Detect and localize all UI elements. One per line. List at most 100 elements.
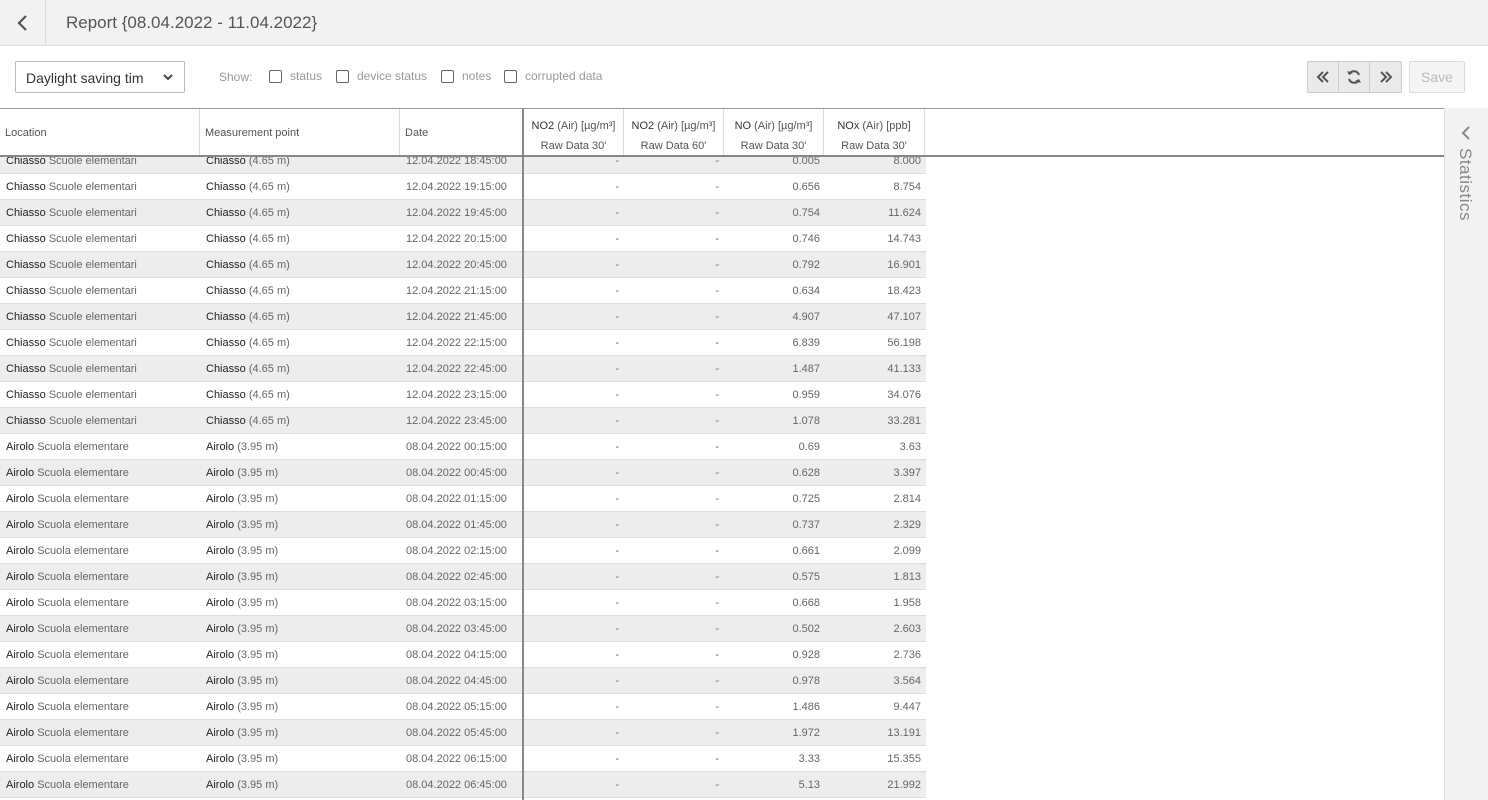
- row-nox-30-value-text: 1.813: [893, 571, 921, 583]
- row-date-text: 08.04.2022 05:15:00: [406, 701, 507, 713]
- row-measurement-point-text: Airolo: [206, 623, 235, 635]
- row-location-text: Scuole elementari: [48, 207, 137, 219]
- row-date-text: 08.04.2022 03:15:00: [406, 597, 507, 609]
- table-row[interactable]: Airolo Scuola elementare Airolo (3.95 m) 0…: [0, 772, 926, 798]
- chevron-left-icon[interactable]: [1461, 126, 1471, 140]
- row-measurement-point-text: Chiasso: [206, 207, 246, 219]
- checkbox-box[interactable]: [504, 69, 517, 83]
- row-measurement-point-text: Airolo: [206, 545, 235, 557]
- row-no2-60-value: -: [624, 304, 723, 330]
- row-date: 12.04.2022 20:45:00: [406, 252, 522, 278]
- row-date-text: 12.04.2022 21:45:00: [406, 311, 507, 323]
- row-measurement-point: Airolo (3.95 m): [206, 486, 396, 512]
- row-measurement-point: Airolo (3.95 m): [206, 642, 396, 668]
- row-no-30-value-text: 0.928: [792, 649, 820, 661]
- device-status-checkbox[interactable]: device status: [336, 69, 427, 83]
- column-header-measurement-point[interactable]: Measurement point: [200, 109, 400, 155]
- row-location: Airolo Scuola elementare: [6, 486, 196, 512]
- row-measurement-point-text: Chiasso: [206, 337, 246, 349]
- corrupted-data-checkbox[interactable]: corrupted data: [504, 69, 602, 83]
- row-no2-60-value-text: -: [715, 285, 719, 297]
- table-row[interactable]: Airolo Scuola elementare Airolo (3.95 m) 0…: [0, 746, 926, 772]
- row-no2-30-value: -: [524, 642, 623, 668]
- table-row[interactable]: Chiasso Scuole elementari Chiasso (4.65 m…: [0, 330, 926, 356]
- back-button[interactable]: [0, 0, 46, 46]
- notes-checkbox[interactable]: notes: [441, 69, 491, 83]
- row-no2-60-value: -: [624, 174, 723, 200]
- row-no-30-value: 0.792: [724, 252, 824, 278]
- row-location: Chiasso Scuole elementari: [6, 278, 196, 304]
- row-no2-60-value: -: [624, 330, 723, 356]
- column-header-no-30[interactable]: NO (Air) [µg/m³] Raw Data 30': [724, 109, 824, 155]
- row-location-text: Airolo: [6, 701, 35, 713]
- row-no-30-value-text: 0.628: [792, 467, 820, 479]
- save-button[interactable]: Save: [1409, 61, 1465, 93]
- table-row[interactable]: Chiasso Scuole elementari Chiasso (4.65 m…: [0, 356, 926, 382]
- checkbox-box[interactable]: [336, 69, 349, 83]
- row-measurement-point-text: Airolo: [206, 727, 235, 739]
- row-nox-30-value: 2.329: [824, 512, 925, 538]
- table-row[interactable]: Airolo Scuola elementare Airolo (3.95 m) 0…: [0, 642, 926, 668]
- column-header-location[interactable]: Location: [0, 109, 200, 155]
- table-row[interactable]: Chiasso Scuole elementari Chiasso (4.65 m…: [0, 304, 926, 330]
- table-row[interactable]: Airolo Scuola elementare Airolo (3.95 m) 0…: [0, 486, 926, 512]
- table-row[interactable]: Airolo Scuola elementare Airolo (3.95 m) 0…: [0, 564, 926, 590]
- row-measurement-point-text: (4.65 m): [248, 415, 290, 427]
- row-no-30-value-text: 0.69: [798, 441, 820, 453]
- row-location-text: Airolo: [6, 545, 35, 557]
- statistics-panel[interactable]: Statistics: [1444, 108, 1488, 800]
- row-nox-30-value: 2.814: [824, 486, 925, 512]
- table-row[interactable]: Airolo Scuola elementare Airolo (3.95 m) 0…: [0, 668, 926, 694]
- table-row[interactable]: Airolo Scuola elementare Airolo (3.95 m) 0…: [0, 460, 926, 486]
- row-location-text: Scuola elementare: [37, 623, 129, 635]
- row-measurement-point: Chiasso (4.65 m): [206, 148, 396, 174]
- column-header-no2-60[interactable]: NO2 (Air) [µg/m³] Raw Data 60': [624, 109, 724, 155]
- row-location: Chiasso Scuole elementari: [6, 330, 196, 356]
- table-row[interactable]: Airolo Scuola elementare Airolo (3.95 m) 0…: [0, 720, 926, 746]
- row-no2-60-value: -: [624, 148, 723, 174]
- column-header-date[interactable]: Date: [400, 109, 524, 155]
- last-page-button[interactable]: [1370, 62, 1401, 92]
- table-row[interactable]: Airolo Scuola elementare Airolo (3.95 m) 0…: [0, 434, 926, 460]
- row-no-30-value-text: 0.656: [792, 181, 820, 193]
- row-location-text: Scuola elementare: [37, 545, 129, 557]
- timezone-select[interactable]: Daylight saving tim: [15, 61, 185, 93]
- refresh-button[interactable]: [1339, 62, 1370, 92]
- table-row[interactable]: Airolo Scuola elementare Airolo (3.95 m) 0…: [0, 538, 926, 564]
- row-location-text: Airolo: [6, 779, 35, 791]
- table-row[interactable]: Chiasso Scuole elementari Chiasso (4.65 m…: [0, 408, 926, 434]
- table-row[interactable]: Chiasso Scuole elementari Chiasso (4.65 m…: [0, 252, 926, 278]
- row-no2-60-value: -: [624, 590, 723, 616]
- row-location-text: Airolo: [6, 753, 35, 765]
- row-location-text: Airolo: [6, 649, 35, 661]
- row-date-text: 08.04.2022 04:45:00: [406, 675, 507, 687]
- row-no2-60-value: -: [624, 200, 723, 226]
- statistics-label[interactable]: Statistics: [1456, 148, 1475, 222]
- table-row[interactable]: Airolo Scuola elementare Airolo (3.95 m) 0…: [0, 694, 926, 720]
- row-no2-60-value-text: -: [715, 311, 719, 323]
- status-checkbox[interactable]: status: [269, 69, 322, 83]
- table-row[interactable]: Chiasso Scuole elementari Chiasso (4.65 m…: [0, 226, 926, 252]
- column-header-nox-30[interactable]: NOx (Air) [ppb] Raw Data 30': [824, 109, 925, 155]
- checkbox-box[interactable]: [441, 69, 454, 83]
- row-no2-60-value-text: -: [715, 571, 719, 583]
- row-location-text: Airolo: [6, 571, 35, 583]
- first-page-button[interactable]: [1308, 62, 1339, 92]
- table-row[interactable]: Airolo Scuola elementare Airolo (3.95 m) 0…: [0, 590, 926, 616]
- row-date: 08.04.2022 01:45:00: [406, 512, 522, 538]
- row-location: Airolo Scuola elementare: [6, 460, 196, 486]
- row-no2-30-value-text: -: [615, 181, 619, 193]
- row-no2-60-value-text: -: [715, 545, 719, 557]
- checkbox-box[interactable]: [269, 69, 282, 83]
- row-location-text: Chiasso: [6, 415, 46, 427]
- row-nox-30-value: 8.754: [824, 174, 925, 200]
- row-nox-30-value-text: 56.198: [887, 337, 921, 349]
- table-row[interactable]: Airolo Scuola elementare Airolo (3.95 m) 0…: [0, 616, 926, 642]
- table-row[interactable]: Chiasso Scuole elementari Chiasso (4.65 m…: [0, 278, 926, 304]
- table-row[interactable]: Chiasso Scuole elementari Chiasso (4.65 m…: [0, 174, 926, 200]
- table-row[interactable]: Chiasso Scuole elementari Chiasso (4.65 m…: [0, 200, 926, 226]
- table-row[interactable]: Chiasso Scuole elementari Chiasso (4.65 m…: [0, 382, 926, 408]
- table-row[interactable]: Airolo Scuola elementare Airolo (3.95 m) 0…: [0, 512, 926, 538]
- column-header-no2-30[interactable]: NO2 (Air) [µg/m³] Raw Data 30': [524, 109, 624, 155]
- row-no2-60-value-text: -: [715, 701, 719, 713]
